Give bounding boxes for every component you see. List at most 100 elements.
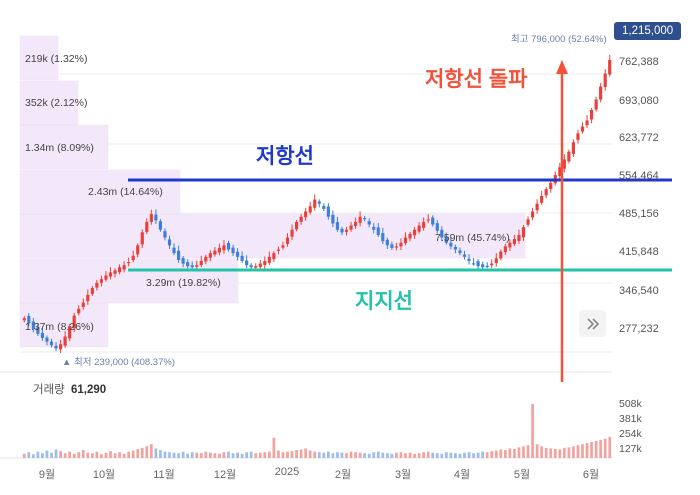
volume-profile-label: 219k (1.32%) (25, 53, 88, 65)
volume-bar (531, 404, 534, 458)
volume-bar (494, 450, 498, 458)
candle-body (195, 265, 199, 267)
volume-bar (349, 451, 353, 458)
candle-body (503, 246, 507, 253)
candle-body (494, 258, 498, 264)
candle-body (245, 260, 249, 266)
candle-body (317, 201, 321, 204)
volume-bars (22, 404, 612, 458)
candle-body (127, 262, 131, 264)
candle-body (603, 73, 607, 88)
candle-body (508, 242, 512, 248)
x-tick-label: 6월 (582, 469, 600, 481)
candle-body (385, 239, 389, 246)
candle-body (181, 258, 185, 264)
volume-bar (50, 452, 53, 458)
candle-body (462, 254, 467, 257)
candle-body (136, 245, 140, 255)
support-label: 지지선 (355, 290, 413, 313)
x-tick-label: 2025 (274, 466, 300, 478)
y-tick-label: 762,388 (619, 56, 659, 68)
volume-label: 거래량 (33, 384, 65, 396)
candle-body (512, 239, 517, 245)
volume-bar (254, 453, 258, 458)
candle-body (81, 302, 85, 307)
candle-body (54, 345, 58, 349)
candle-body (322, 206, 326, 209)
volume-bar (317, 452, 321, 458)
candle-body (186, 262, 190, 267)
volume-bar (113, 453, 117, 458)
resistance-label: 저항선 (256, 145, 314, 168)
volume-bar (336, 452, 339, 458)
volume-bar (576, 445, 580, 458)
breakout-label: 저항선 돌파 (425, 68, 528, 91)
volume-bar (590, 442, 593, 458)
volume-bar (413, 453, 416, 458)
volume-tick-label: 127k (619, 443, 642, 455)
volume-bar (90, 453, 94, 458)
volume-bar (517, 447, 521, 458)
volume-bar (490, 451, 494, 458)
candle-body (358, 216, 362, 223)
volume-bar (440, 453, 444, 458)
current-price-badge: 1,215,000 (614, 22, 682, 40)
x-tick-label: 4월 (453, 469, 471, 481)
volume-bar (449, 452, 453, 458)
volume-bar (245, 452, 249, 458)
volume-bar (399, 452, 403, 458)
candle-body (145, 221, 149, 232)
candle-body (117, 267, 122, 273)
candle-body (571, 142, 576, 154)
volume-profile-bar (19, 124, 109, 170)
candle-body (576, 133, 580, 140)
volume-bar (81, 450, 85, 458)
volume-tick-label: 381k (619, 413, 642, 425)
candle-body (326, 206, 330, 217)
candle-body (540, 195, 544, 203)
candle-body (313, 199, 317, 208)
candle-body (490, 263, 494, 266)
volume-bar (608, 436, 612, 458)
candle-body (353, 221, 358, 227)
volume-bar (295, 450, 298, 458)
candle-body (589, 109, 594, 120)
volume-bar (231, 453, 235, 458)
volume-bar (72, 453, 76, 458)
candle-body (526, 219, 530, 225)
candle-body (499, 251, 503, 259)
candle-body (72, 315, 76, 329)
candle-body (376, 227, 380, 235)
volume-bar (581, 444, 584, 458)
volume-bar (572, 446, 575, 458)
candle-body (167, 239, 172, 246)
x-tick-label: 5월 (513, 469, 531, 481)
expand-button[interactable] (579, 310, 606, 337)
x-tick-label: 12월 (213, 469, 237, 481)
candle-body (458, 250, 462, 254)
volume-bar (558, 449, 562, 458)
volume-bar (136, 448, 140, 458)
volume-tick-label: 508k (619, 398, 642, 410)
candle-body (108, 272, 113, 277)
volume-bar (86, 452, 90, 458)
y-tick-label: 554,464 (619, 170, 659, 182)
volume-tick-label: 254k (619, 428, 642, 440)
candle-body (335, 222, 340, 230)
volume-bar (526, 445, 530, 458)
volume-bar (508, 448, 512, 458)
candle-body (331, 214, 335, 224)
volume-bar (190, 452, 194, 458)
candle-body (363, 218, 367, 220)
candle-body (340, 228, 344, 233)
candle-body (140, 232, 144, 245)
volume-bar (326, 451, 330, 458)
candle-body (390, 244, 394, 248)
candle-body (45, 337, 49, 342)
candle-body (412, 229, 417, 236)
candle-body (249, 265, 253, 268)
candle-body (299, 216, 303, 222)
volume-bar (177, 453, 180, 458)
candle-body (281, 245, 285, 248)
